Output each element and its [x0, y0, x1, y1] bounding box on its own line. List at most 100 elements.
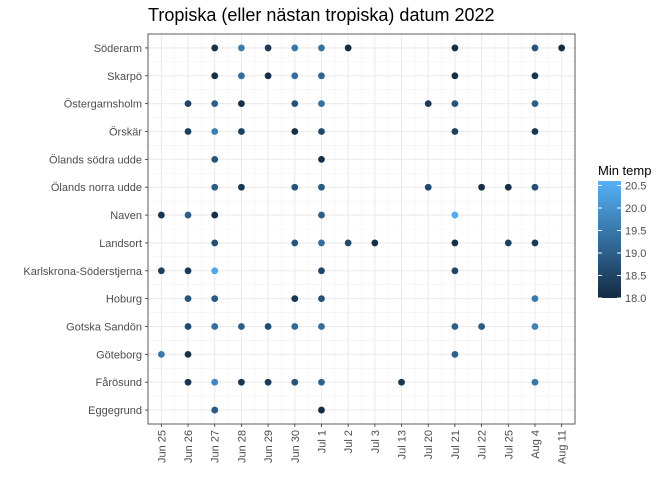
point-landsort-jun-30 — [291, 239, 299, 247]
point-farosund-jun-26 — [184, 378, 192, 386]
legend-colorbar — [598, 181, 621, 298]
point-gotska-sandon-jul-21 — [451, 323, 459, 330]
point-soderarm-jul-1 — [318, 44, 325, 52]
point-farosund-jul-13 — [398, 378, 405, 386]
point-gotska-sandon-jun-27 — [211, 323, 219, 330]
xtick-label-jul-20: Jul 20 — [423, 430, 435, 459]
point-ostergarnsholm-jul-21 — [451, 100, 459, 108]
ytick-label-orskar: Örskär — [109, 127, 142, 139]
point-farosund-jun-29 — [264, 378, 272, 386]
point-orskar-jun-28 — [238, 128, 245, 135]
point-olands-norra-udde-jul-20 — [424, 183, 432, 191]
point-skarpo-jun-27 — [211, 72, 219, 80]
point-soderarm-aug-11 — [558, 44, 566, 52]
xtick-label-jun-27: Jun 27 — [210, 430, 222, 463]
point-olands-norra-udde-jun-28 — [238, 183, 245, 191]
xtick-label-jun-26: Jun 26 — [183, 430, 195, 463]
y-axis: Söderarm Skarpö Östergarnsholm Örskär Ölands… — [23, 43, 148, 417]
point-karlskrona-soderstjerna-jun-26 — [184, 267, 192, 275]
point-orskar-jul-1 — [318, 128, 325, 135]
point-soderarm-jun-30 — [291, 44, 299, 52]
ytick-label-landsort: Landsort — [99, 238, 142, 250]
point-karlskrona-soderstjerna-jun-27 — [211, 267, 219, 275]
point-orskar-jun-26 — [184, 128, 192, 135]
point-ostergarnsholm-jun-30 — [291, 100, 299, 108]
point-landsort-jul-1 — [318, 239, 325, 247]
point-landsort-jul-21 — [451, 239, 459, 247]
point-gotska-sandon-jul-22 — [478, 323, 485, 330]
point-landsort-jul-25 — [504, 239, 512, 247]
point-hoburg-jun-26 — [184, 295, 192, 303]
point-goteborg-jun-25 — [157, 350, 165, 358]
point-orskar-jun-30 — [291, 128, 299, 135]
ytick-label-ostergarnsholm: Östergarnsholm — [64, 99, 142, 111]
ytick-label-eggegrund: Eggegrund — [88, 405, 142, 417]
point-skarpo-jun-30 — [291, 72, 299, 80]
point-soderarm-jun-29 — [264, 44, 272, 52]
ytick-label-gotska-sandon: Gotska Sandön — [66, 322, 142, 334]
ytick-label-olands-norra-udde: Ölands norra udde — [51, 182, 142, 194]
point-naven-jun-25 — [157, 211, 165, 219]
point-gotska-sandon-jun-30 — [291, 323, 299, 330]
xtick-label-jun-25: Jun 25 — [156, 430, 168, 463]
point-gotska-sandon-jun-28 — [238, 323, 245, 330]
point-landsort-jul-2 — [344, 239, 352, 247]
point-skarpo-jul-1 — [318, 72, 325, 80]
xtick-label-jun-28: Jun 28 — [236, 430, 248, 463]
legend-tick-label-19-0: 19.0 — [625, 248, 646, 260]
point-gotska-sandon-jul-1 — [318, 323, 325, 330]
point-skarpo-jun-28 — [238, 72, 245, 80]
xtick-label-aug-4: Aug 4 — [530, 430, 542, 459]
ytick-label-farosund: Fårösund — [96, 377, 142, 389]
xtick-label-jul-21: Jul 21 — [450, 430, 462, 459]
ytick-label-olands-sodra-udde: Ölands södra udde — [49, 154, 142, 166]
point-goteborg-jul-21 — [451, 350, 459, 358]
ytick-label-naven: Naven — [110, 210, 142, 222]
xtick-label-jun-29: Jun 29 — [263, 430, 275, 463]
data-points — [157, 44, 566, 414]
point-soderarm-jun-28 — [238, 44, 245, 52]
point-eggegrund-jul-1 — [318, 406, 325, 414]
legend-tick-label-18-0: 18.0 — [625, 293, 646, 305]
ytick-label-karlskrona-soderstjerna: Karlskrona-Söderstjerna — [23, 266, 142, 278]
point-farosund-jun-28 — [238, 378, 245, 386]
point-landsort-jun-27 — [211, 239, 219, 247]
point-goteborg-jun-26 — [184, 350, 192, 358]
point-landsort-jul-3 — [371, 239, 379, 247]
xtick-label-jul-22: Jul 22 — [477, 430, 489, 459]
panel-border — [147, 33, 576, 425]
point-hoburg-jun-30 — [291, 295, 299, 303]
point-orskar-aug-4 — [531, 128, 539, 135]
xtick-label-jul-13: Jul 13 — [397, 430, 409, 459]
point-olands-norra-udde-jul-25 — [504, 183, 512, 191]
xtick-label-jul-25: Jul 25 — [503, 430, 515, 459]
point-ostergarnsholm-jun-28 — [238, 100, 245, 108]
point-ostergarnsholm-jun-26 — [184, 100, 192, 108]
ytick-label-hoburg: Hoburg — [106, 294, 142, 306]
point-olands-norra-udde-jul-22 — [478, 183, 485, 191]
point-olands-norra-udde-jul-1 — [318, 183, 325, 191]
legend-tick-label-20-0: 20.0 — [625, 203, 646, 215]
point-orskar-jul-21 — [451, 128, 459, 135]
legend-title: Min temp — [598, 163, 651, 178]
point-ostergarnsholm-jun-27 — [211, 100, 219, 108]
chart-title: Tropiska (eller nästan tropiska) datum 2… — [148, 5, 495, 25]
point-ostergarnsholm-aug-4 — [531, 100, 539, 108]
point-karlskrona-soderstjerna-jun-25 — [157, 267, 165, 275]
point-naven-jul-21 — [451, 211, 459, 219]
point-soderarm-jun-27 — [211, 44, 219, 52]
point-ostergarnsholm-jul-20 — [424, 100, 432, 108]
point-olands-sodra-udde-jun-27 — [211, 155, 219, 163]
ytick-label-soderarm: Söderarm — [94, 43, 142, 55]
point-olands-sodra-udde-jul-1 — [318, 155, 325, 163]
xtick-label-jul-2: Jul 2 — [343, 430, 355, 453]
ytick-label-skarpo: Skarpö — [107, 71, 142, 83]
point-landsort-aug-4 — [531, 239, 539, 247]
plot-panel — [147, 33, 576, 425]
point-orskar-jun-27 — [211, 128, 219, 135]
point-eggegrund-jun-27 — [211, 406, 219, 414]
point-karlskrona-soderstjerna-jul-21 — [451, 267, 459, 275]
point-hoburg-aug-4 — [531, 295, 539, 303]
point-karlskrona-soderstjerna-jul-1 — [318, 267, 325, 275]
